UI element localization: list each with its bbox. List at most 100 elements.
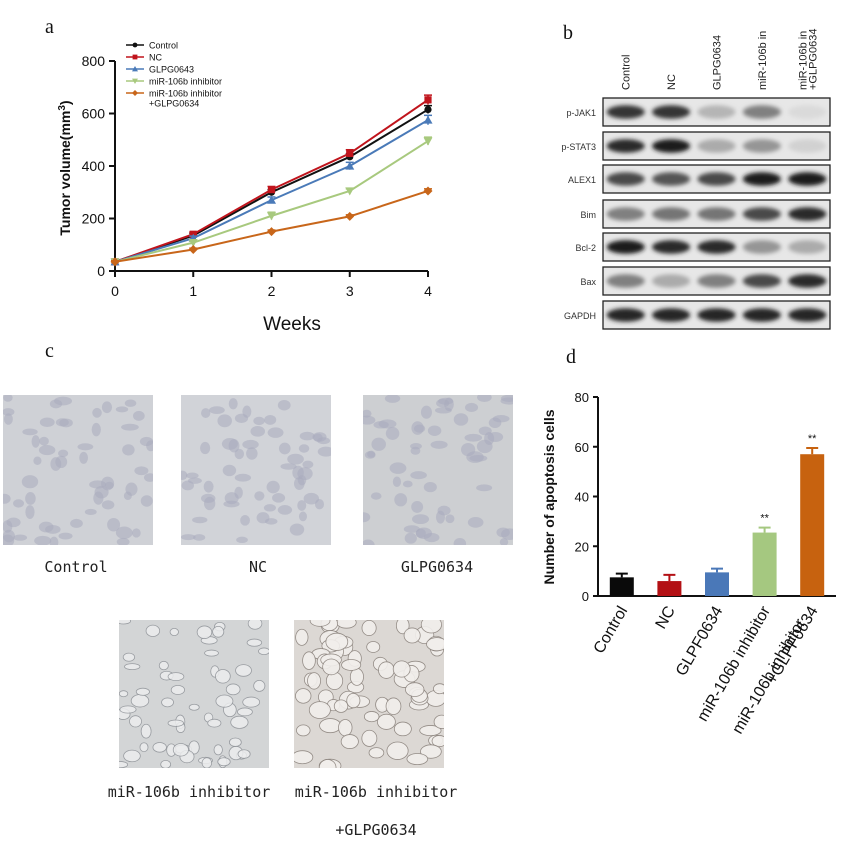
cell-nucleus (272, 493, 286, 503)
cell-nucleus (313, 433, 323, 442)
cell-nucleus (234, 486, 243, 499)
legend-entry: NC (126, 53, 162, 63)
cell-nucleus (423, 481, 437, 493)
cell-nucleus (363, 539, 375, 545)
cell (308, 701, 331, 719)
x-tick-label: NC (653, 604, 679, 633)
cell-nucleus (246, 447, 258, 460)
significance-marker: ** (760, 513, 769, 525)
cell-nucleus (124, 399, 137, 407)
data-point (345, 187, 355, 196)
cell (322, 658, 341, 676)
cell-nucleus (70, 518, 83, 528)
cell-nucleus (464, 402, 479, 412)
cell (196, 625, 213, 639)
cell (235, 664, 252, 677)
cell-nucleus (411, 501, 424, 513)
cell (403, 627, 421, 644)
bar (752, 532, 777, 596)
cell (140, 723, 152, 739)
blot-band (788, 207, 827, 221)
legend-label: GLPG0643 (149, 65, 194, 75)
cell (122, 652, 136, 662)
cell-nucleus (22, 428, 38, 436)
cell-nucleus (3, 408, 15, 416)
blot-column-headers: Control NC GLPG0634 miR-106b in miR-106b in+… (621, 29, 820, 90)
legend-label: miR-106b inhibitor (149, 77, 222, 87)
cell (228, 737, 242, 747)
cell-nucleus (298, 511, 308, 522)
blot-band (742, 105, 781, 119)
panel-label-c: c (45, 340, 54, 362)
cell-nucleus (363, 415, 376, 425)
cell (123, 749, 141, 763)
micrograph-caption: Control (0, 548, 166, 586)
cell (253, 679, 266, 692)
x-tick-label: 0 (111, 283, 119, 299)
cell (433, 683, 444, 695)
cell-nucleus (430, 440, 448, 449)
cell-nucleus (384, 395, 401, 403)
tumor-volume-xlabel: Weeks (263, 314, 321, 335)
cell-nucleus (415, 528, 426, 539)
y-tick-label: 40 (575, 490, 589, 505)
blot-band (788, 274, 827, 288)
blot-band (606, 172, 645, 186)
cell-nucleus (181, 534, 196, 541)
cell (158, 660, 169, 671)
blot-row-label: Bcl-2 (575, 243, 596, 253)
panel-label-b: b (563, 22, 573, 44)
cell (309, 620, 331, 627)
legend-label: NC (149, 53, 162, 63)
cell-nucleus (13, 499, 25, 508)
x-tick-label: Control (591, 604, 632, 657)
cell-nucleus (200, 493, 216, 503)
blot-band (742, 308, 781, 322)
cell (242, 696, 261, 708)
blot-column-label: miR-106b in (797, 31, 809, 90)
cell-nucleus (256, 512, 270, 524)
blot-band (697, 207, 736, 221)
cell-nucleus (242, 405, 252, 418)
cell-nucleus (122, 444, 135, 456)
blot-rows: p-JAK1 p-STAT3 ALEX1 Bim Bcl-2 Bax GAPDH (561, 97, 831, 330)
cell-nucleus (487, 431, 504, 443)
blot-row-bax: Bax (580, 266, 831, 296)
data-point (267, 186, 276, 194)
cell-nucleus (371, 437, 386, 451)
blot-band (697, 139, 736, 153)
data-point (267, 195, 276, 204)
cell-nucleus (277, 399, 291, 411)
cell-nucleus (435, 510, 445, 524)
cell-nucleus (476, 484, 493, 492)
bar (705, 572, 729, 596)
data-point (188, 244, 198, 254)
cell-nucleus (250, 425, 266, 437)
data-point (345, 211, 355, 221)
x-tick-label: 2 (268, 283, 276, 299)
cell-nucleus (378, 419, 397, 429)
apoptosis-axes: 0 20 40 60 80 (575, 390, 836, 604)
cell-nucleus (297, 475, 307, 486)
cell (295, 628, 309, 646)
cell-nucleus (6, 517, 21, 528)
cell (385, 697, 402, 716)
cell-nucleus (435, 407, 452, 414)
cell-nucleus (363, 512, 371, 523)
cell (119, 761, 129, 768)
data-point (132, 42, 138, 48)
cell (361, 620, 377, 636)
cell-nucleus (192, 516, 208, 524)
cell-nucleus (123, 491, 132, 501)
blot-band (606, 207, 645, 221)
panel-label-d: d (566, 346, 576, 368)
cell-nucleus (317, 446, 331, 457)
cell-nucleus (13, 534, 28, 541)
cell-nucleus (133, 410, 145, 421)
blot-row-label: GAPDH (564, 311, 596, 321)
y-tick-label: 20 (575, 539, 589, 554)
data-point (345, 161, 355, 170)
micrograph-2 (363, 395, 513, 545)
cell (237, 749, 251, 759)
